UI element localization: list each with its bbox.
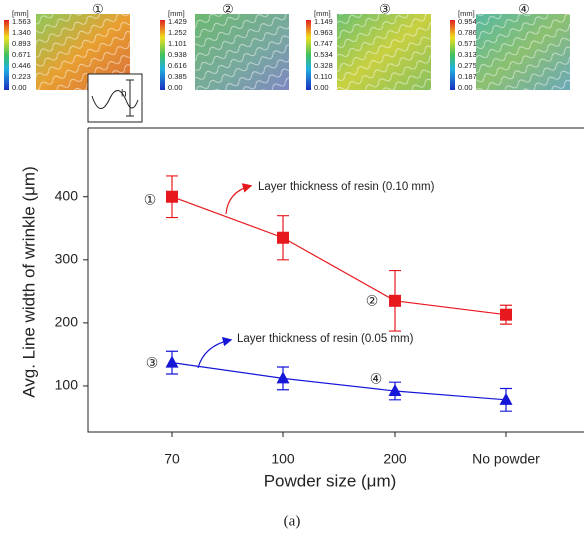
colorbar-tick-label: 0.187 [458, 72, 477, 81]
colorbar-tick-label: 0.786 [458, 28, 477, 37]
colorbar-tick-label: 1.340 [12, 28, 31, 37]
colorbar-unit: [mm] [314, 9, 331, 18]
colorbar-tick-label: 0.963 [314, 28, 333, 37]
marker [166, 190, 178, 203]
inset-label: ④ [518, 1, 530, 16]
colorbar-tick-label: 0.954 [458, 17, 477, 26]
colorbar-tick-label: 0.534 [314, 50, 333, 59]
colorbar-tick-label: 0.00 [12, 83, 27, 92]
colorbar-tick-label: 0.00 [314, 83, 329, 92]
svg-text:h: h [121, 89, 127, 100]
colorbar-tick-label: 0.275 [458, 61, 477, 70]
colorbar [306, 20, 311, 90]
marker [388, 384, 402, 397]
inset-label: ③ [379, 1, 391, 16]
colorbar-tick-label: 1.563 [12, 17, 31, 26]
series-line [171, 196, 507, 316]
inset-label: ② [222, 1, 234, 16]
x-tick-label: No powder [472, 451, 540, 467]
insets: [mm]1.5631.3400.8930.6710.4460.2230.00①[… [4, 1, 570, 92]
y-tick-label: 300 [55, 251, 79, 267]
y-axis-label: Avg. Line width of wrinkle (μm) [19, 166, 38, 398]
point-label: ② [366, 293, 379, 309]
colorbar-tick-label: 1.149 [314, 17, 333, 26]
annotation-arrow [197, 336, 233, 369]
marker [389, 294, 401, 307]
series-line [171, 362, 507, 401]
colorbar-unit: [mm] [12, 9, 29, 18]
x-tick-label: 200 [383, 451, 407, 467]
x-axis-label: Powder size (μm) [264, 471, 397, 490]
y-tick-label: 100 [55, 377, 79, 393]
colorbar-tick-label: 0.938 [168, 50, 187, 59]
y-tick-label: 200 [55, 314, 79, 330]
colorbar-tick-label: 0.385 [168, 72, 187, 81]
x-tick-label: 70 [164, 451, 180, 467]
colorbar-tick-label: 0.00 [458, 83, 473, 92]
axes-frame [87, 127, 584, 433]
series-annotation: Layer thickness of resin (0.10 mm) [258, 181, 435, 193]
wrinkle-texture [476, 14, 570, 90]
caption: (a) [284, 513, 301, 529]
colorbar-tick-label: 0.671 [12, 50, 31, 59]
point-label: ① [144, 192, 157, 208]
colorbar-tick-label: 0.110 [314, 72, 332, 81]
marker [165, 355, 179, 368]
wrinkle-texture [337, 14, 431, 90]
colorbar-tick-label: 0.747 [314, 39, 333, 48]
annotation-arrow [225, 183, 253, 215]
colorbar-tick-label: 0.571 [458, 39, 477, 48]
marker [500, 308, 512, 321]
series-annotation: Layer thickness of resin (0.05 mm) [237, 333, 414, 345]
colorbar-tick-label: 1.429 [168, 17, 187, 26]
profile-diagram: h [87, 73, 143, 123]
inset-label: ① [92, 1, 104, 16]
colorbar-tick-label: 0.313 [458, 50, 477, 59]
marker [277, 231, 289, 244]
colorbar-tick-label: 1.101 [168, 39, 187, 48]
point-label: ③ [146, 355, 159, 371]
colorbar [160, 20, 165, 90]
colorbar-tick-label: 0.446 [12, 61, 31, 70]
y-tick-label: 400 [55, 187, 79, 203]
point-label: ④ [370, 371, 383, 387]
colorbar-tick-label: 0.223 [12, 72, 31, 81]
colorbar-tick-label: 0.893 [12, 39, 31, 48]
colorbar-tick-label: 0.00 [168, 83, 183, 92]
colorbar [4, 20, 9, 90]
colorbar-unit: [mm] [458, 9, 475, 18]
marker [276, 371, 290, 384]
colorbar-unit: [mm] [168, 9, 185, 18]
colorbar-tick-label: 0.328 [314, 61, 333, 70]
colorbar [450, 20, 455, 90]
wrinkle-texture [195, 14, 289, 90]
colorbar-tick-label: 0.616 [168, 61, 187, 70]
marker [499, 392, 513, 405]
colorbar-tick-label: 1.252 [168, 28, 187, 37]
x-tick-label: 100 [271, 451, 295, 467]
plot: 100 200 300 400 70 100 200 No powder Layer thick… [55, 127, 584, 467]
